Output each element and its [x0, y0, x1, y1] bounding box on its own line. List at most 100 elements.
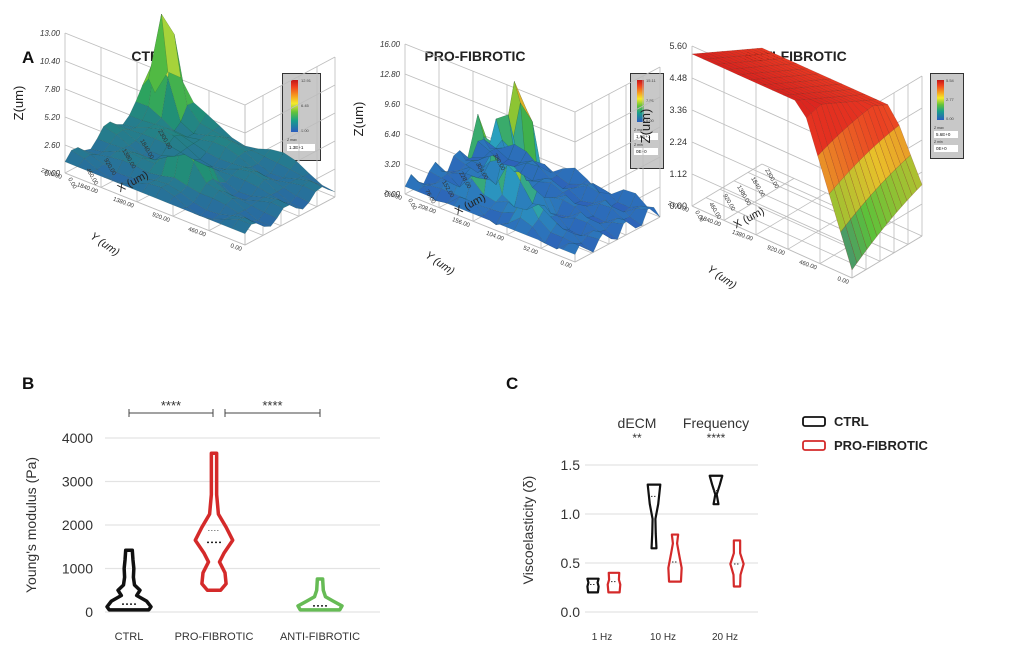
z-tick-label: 1.12 — [669, 169, 687, 179]
z-tick-label: 3.20 — [384, 160, 400, 169]
grid-line — [404, 73, 576, 143]
x-tick-label: 0.00 — [406, 198, 417, 212]
violin-pro-fibrotic-1hz — [606, 571, 622, 594]
z-tick-label: 9.60 — [384, 100, 400, 109]
y-tick-label: 2000 — [62, 517, 93, 533]
z-tick-label: 5.20 — [44, 113, 60, 122]
colorbar-zmax-label: Z max — [934, 126, 944, 130]
z-tick-label: 7.80 — [44, 85, 60, 94]
z-tick-label: 2.60 — [43, 141, 60, 150]
z-axis-label: Z(um) — [11, 86, 26, 121]
z-axis-label: Z(um) — [351, 102, 366, 137]
violin-chart-viscoelasticity: 0.0 0.5 1.0 1.5 Viscoelasticity (δ) 1 Hz 10 Hz… — [520, 414, 928, 643]
grid-line — [404, 43, 576, 113]
legend-label: PRO-FIBROTIC — [834, 438, 928, 453]
x-tick-label: 1 Hz — [592, 632, 613, 643]
x-tick-label: 0.00 — [66, 177, 77, 191]
y-tick-label: 0.00 — [559, 260, 573, 270]
x-tick-label: 0.00 — [693, 210, 704, 224]
x-tick-label: ANTI-FIBROTIC — [280, 631, 360, 643]
y-tick-label: 0.00 — [836, 276, 850, 286]
surface-title-pro-fibrotic: PRO-FIBROTIC — [424, 48, 526, 64]
surface-facet — [756, 47, 775, 54]
grid-line — [691, 173, 853, 247]
y-tick-label: 0.5 — [561, 555, 581, 571]
grid-line — [691, 141, 853, 215]
y-tick-label: 1380.00 — [112, 197, 135, 210]
y-axis-label: Y (um) — [88, 230, 122, 259]
colorbar-min: 0.00 — [946, 116, 954, 121]
grid-line — [404, 193, 576, 263]
significance-label: **** — [161, 398, 181, 413]
x-tick-label: 1380.00 — [735, 185, 751, 207]
surface-facet — [148, 14, 168, 93]
legend: CTRL PRO-FIBROTIC — [802, 414, 928, 453]
surface-facet — [483, 139, 503, 150]
violin-ctrl-1hz — [586, 577, 600, 594]
z-tick-label: 0.00 — [44, 169, 60, 178]
x-tick-label: 1840.00 — [749, 176, 765, 198]
colorbar-mid: 6.45 — [301, 103, 309, 108]
z-tick-label: 5.60 — [669, 41, 687, 51]
violin-pro-fibrotic — [193, 451, 235, 592]
z-axis-label: Z(um) — [638, 109, 653, 144]
colorbar-mid: 7.55 — [646, 98, 654, 103]
colorbar-zmin-label: Z min — [634, 143, 643, 147]
grid-line — [747, 172, 909, 245]
x-tick-label: 20 Hz — [712, 632, 738, 643]
grid-line — [244, 56, 336, 106]
grid-line — [705, 197, 867, 270]
grid-line — [574, 96, 661, 143]
z-tick-label: 6.40 — [384, 130, 400, 139]
surface-plot-pro-fibrotic: 0.003.206.409.6012.8016.000.0052.00104.0… — [351, 40, 661, 278]
violin-ctrl-20hz — [708, 474, 724, 506]
violin-anti-fibrotic — [296, 577, 344, 612]
z-tick-label: 4.48 — [669, 73, 687, 83]
x-tick-label: 10 Hz — [650, 632, 676, 643]
grid-line — [574, 66, 661, 113]
y-axis-label: Viscoelasticity (δ) — [520, 476, 536, 585]
colorbar-zmax-value: 5.6E+0 — [934, 131, 958, 138]
colorbar-max: 15.11 — [646, 78, 656, 83]
colorbar-zmax-label: Z max — [287, 138, 297, 142]
y-tick-label: 1380.00 — [731, 230, 754, 243]
x-tick-label: CTRL — [115, 631, 144, 643]
annotation-label: dECM — [618, 415, 657, 431]
colorbar-max: 12.91 — [301, 78, 312, 83]
y-tick-label: 52.00 — [522, 246, 539, 257]
grid-line — [244, 84, 336, 134]
z-tick-label: 0.00 — [669, 201, 687, 211]
colorbar-max: 5.54 — [946, 78, 954, 83]
annotation-significance: **** — [707, 431, 726, 445]
colorbar-mid: 2.77 — [946, 97, 954, 102]
colorbar-ctrl: 12.91 6.45 0.00 Z max 1.3E+1 — [282, 73, 321, 161]
grid-line — [574, 126, 661, 173]
colorbar-zmin-label: Z min — [934, 140, 943, 144]
y-tick-label: 1000 — [62, 561, 93, 577]
z-tick-label: 12.80 — [380, 70, 401, 79]
surface-plot-anti-fibrotic: 0.001.122.243.364.485.600.00460.00920.00… — [638, 41, 923, 292]
y-axis-label: Y (um) — [705, 263, 739, 292]
panel-label-c: C — [506, 374, 519, 393]
z-tick-label: 10.40 — [40, 57, 61, 66]
x-tick-label: 2300.00 — [763, 168, 779, 190]
x-tick-label: 920.00 — [721, 193, 736, 212]
y-tick-label: 3000 — [62, 474, 93, 490]
y-tick-label: 1.0 — [561, 506, 581, 522]
y-tick-label: 0.00 — [229, 243, 243, 253]
y-axis-label: Young's modulus (Pa) — [23, 457, 39, 593]
colorbar-anti-fibrotic: 5.54 2.77 0.00 Z max 5.6E+0 Z min 0E+0 — [930, 73, 964, 159]
colorbar-zmin-value: 0E+0 — [634, 148, 658, 155]
y-axis-label: Y (um) — [423, 249, 457, 278]
violin-ctrl — [105, 548, 153, 612]
annotation-label: Frequency — [683, 415, 749, 431]
grid-line — [755, 192, 827, 236]
y-tick-label: 0.0 — [561, 604, 581, 620]
y-tick-label: 4000 — [62, 430, 93, 446]
annotation-significance: ** — [632, 431, 642, 445]
legend-swatch — [802, 416, 826, 427]
colorbar-min: 0.00 — [646, 118, 654, 123]
colorbar-zmax-label: Z max — [634, 128, 644, 132]
z-tick-label: 16.00 — [380, 40, 401, 49]
panel-label-a: A — [22, 48, 35, 67]
